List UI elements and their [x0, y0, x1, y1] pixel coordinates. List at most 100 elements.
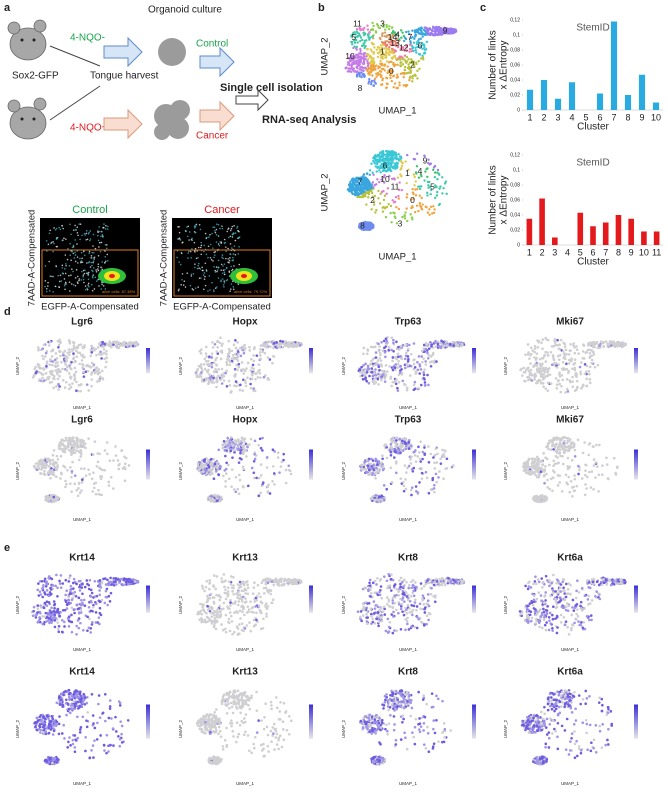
feature-point [90, 361, 94, 365]
feature-point [103, 449, 107, 452]
feature-point [198, 461, 202, 464]
feature-point [288, 343, 292, 347]
feature-point [48, 344, 51, 347]
feature-point [75, 449, 78, 452]
umap-point [386, 65, 389, 68]
feature-point [239, 383, 242, 387]
feature-point [120, 577, 124, 581]
feature-point [90, 370, 94, 374]
flow-dot [217, 266, 220, 269]
feature-point [231, 440, 234, 444]
umap-point [408, 32, 411, 36]
flow-dot [188, 231, 191, 233]
flow-dot [190, 238, 193, 241]
umap-point [395, 155, 398, 158]
umap-point [433, 171, 437, 174]
umap-point [387, 69, 390, 72]
y-tick-label: 0,02 [510, 227, 520, 233]
umap-point [372, 84, 375, 87]
feature-point [259, 347, 262, 351]
umap-point [347, 187, 350, 191]
flow-dot [71, 268, 73, 270]
cluster-label: 7 [358, 176, 363, 186]
feature-point [255, 372, 258, 375]
feature-point [56, 586, 59, 590]
umap-point [347, 67, 350, 70]
umap-point [374, 82, 378, 85]
feature-point [39, 719, 43, 723]
umap-point [399, 159, 403, 163]
feature-point [212, 477, 216, 481]
umap-point [381, 34, 384, 38]
flow-dot [47, 243, 50, 246]
feature-point [92, 722, 95, 725]
feature-point [68, 340, 72, 343]
feature-point [79, 455, 83, 458]
feature-point [38, 378, 42, 381]
umap-point [425, 29, 429, 32]
feature-point [75, 624, 79, 628]
feature-point [226, 439, 230, 442]
umap-point [378, 48, 382, 52]
flow-dot [200, 246, 202, 249]
feature-point [98, 611, 102, 615]
umap-point [404, 85, 408, 88]
flow-dot [90, 255, 93, 257]
flow-dot [179, 263, 182, 266]
flow-dot [66, 258, 69, 261]
flow-dot [220, 279, 222, 281]
feature-point [106, 578, 109, 582]
feature-point [60, 732, 64, 735]
feature-point [126, 719, 130, 722]
flow-dot [213, 226, 216, 229]
cluster-label: 3 [380, 18, 385, 28]
feature-point [194, 372, 198, 376]
feature-point [107, 480, 111, 484]
feature-point [123, 455, 126, 459]
umap-point [355, 59, 358, 62]
umap-point [444, 180, 448, 183]
flow-dot [68, 281, 71, 284]
umap-point [370, 208, 373, 211]
flow-dot [91, 251, 93, 254]
panel-label: e [4, 542, 10, 554]
flow-dot [222, 257, 224, 260]
umap-point [380, 67, 384, 71]
umap-point [409, 36, 412, 40]
feature-point [39, 472, 43, 476]
flow-dot [81, 261, 84, 263]
umap-point [366, 183, 370, 186]
feature-point [129, 579, 133, 583]
feature-point [31, 376, 35, 379]
feature-point [44, 620, 48, 623]
umap-point [414, 74, 417, 77]
feature-point [118, 744, 122, 748]
feature-point [42, 357, 45, 361]
feature-point [243, 379, 247, 382]
flow-dot [70, 283, 73, 285]
feature-point [131, 341, 134, 345]
feature-point [230, 468, 234, 471]
umap-point [433, 33, 436, 36]
feature-point [43, 469, 46, 473]
umap-point [369, 82, 373, 86]
feature-point [235, 363, 238, 367]
flow-dot [74, 254, 77, 256]
feature-point [100, 345, 104, 348]
feature-point [245, 367, 248, 370]
umap-point [385, 23, 388, 27]
feature-point [80, 489, 83, 492]
feature-point [110, 717, 113, 720]
flow-dot [78, 223, 80, 225]
feature-point [78, 706, 81, 709]
x-tick-label: 9 [629, 247, 634, 257]
feature-point [248, 349, 252, 352]
umap-point [396, 45, 400, 49]
flow-dot [82, 269, 85, 272]
umap-point [379, 37, 382, 41]
umap-point [390, 79, 394, 83]
flow-dot [193, 241, 196, 244]
umap-point [387, 27, 391, 31]
feature-point [199, 352, 203, 355]
feature-point [78, 362, 81, 366]
